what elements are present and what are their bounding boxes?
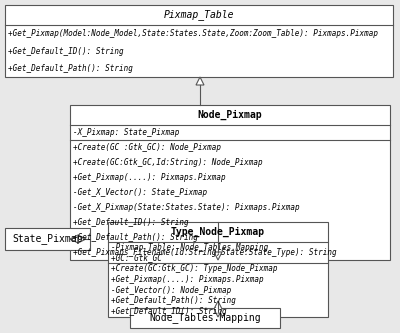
- Text: Type_Node_Pixmap: Type_Node_Pixmap: [171, 227, 265, 237]
- Text: Pixmap_Table: Pixmap_Table: [164, 10, 234, 20]
- Text: +Create(GC:Gtk_GC): Type_Node_Pixmap: +Create(GC:Gtk_GC): Type_Node_Pixmap: [111, 264, 278, 273]
- Bar: [130, 308, 280, 328]
- Text: +Get_Default_Path(): String: +Get_Default_Path(): String: [111, 296, 236, 305]
- Text: +Get_Default_ID(): String: +Get_Default_ID(): String: [73, 218, 189, 227]
- Text: +Get_Pixmap(....): Pixmaps.Pixmap: +Get_Pixmap(....): Pixmaps.Pixmap: [73, 173, 226, 182]
- Text: Node_Pixmap: Node_Pixmap: [198, 110, 262, 120]
- Text: +Get_Pixmap(Model:Node_Model,State:States.State,Zoom:Zoom_Table): Pixmaps.Pixmap: +Get_Pixmap(Model:Node_Model,State:State…: [8, 29, 378, 38]
- Text: -Get_Vector(): Node_Pixmap: -Get_Vector(): Node_Pixmap: [111, 286, 231, 295]
- Text: +Get_Default_Path(): String: +Get_Default_Path(): String: [8, 64, 133, 73]
- Bar: [108, 222, 328, 317]
- Text: -Get_X_Vector(): State_Pixmap: -Get_X_Vector(): State_Pixmap: [73, 188, 207, 197]
- Bar: [5, 5, 393, 77]
- Text: +Get_Default_Path(): String: +Get_Default_Path(): String: [73, 233, 198, 242]
- Bar: [5, 228, 90, 250]
- Bar: [70, 105, 390, 260]
- Text: +Create(GC :Gtk_GC): Node_Pixmap: +Create(GC :Gtk_GC): Node_Pixmap: [73, 143, 221, 152]
- Polygon shape: [70, 235, 86, 243]
- Text: +Get_Default_ID(): String: +Get_Default_ID(): String: [111, 307, 227, 316]
- Text: Node_Tables.Mapping: Node_Tables.Mapping: [149, 313, 261, 323]
- Polygon shape: [214, 301, 222, 317]
- Text: +Get_Pixmap(....): Pixmaps.Pixmap: +Get_Pixmap(....): Pixmaps.Pixmap: [111, 275, 264, 284]
- Text: -X_Pixmap: State_Pixmap: -X_Pixmap: State_Pixmap: [73, 128, 179, 137]
- Text: +Get_Default_ID(): String: +Get_Default_ID(): String: [8, 47, 124, 56]
- Text: -Get_X_Pixmap(State:States.State): Pixmaps.Pixmap: -Get_X_Pixmap(State:States.State): Pixma…: [73, 203, 300, 212]
- Polygon shape: [196, 77, 204, 85]
- Text: +GC: Gtk_GC: +GC: Gtk_GC: [111, 253, 162, 263]
- Text: -Pixmap_Table: Node_Tables.Mapping: -Pixmap_Table: Node_Tables.Mapping: [111, 243, 268, 252]
- Text: State_Pixmap: State_Pixmap: [12, 233, 83, 244]
- Text: +Create(GC:Gtk_GC,Id:String): Node_Pixmap: +Create(GC:Gtk_GC,Id:String): Node_Pixma…: [73, 158, 263, 167]
- Polygon shape: [214, 252, 222, 260]
- Text: +Get_Pixmaps_Filename(Id:String,State:State_Type): String: +Get_Pixmaps_Filename(Id:String,State:St…: [73, 248, 337, 257]
